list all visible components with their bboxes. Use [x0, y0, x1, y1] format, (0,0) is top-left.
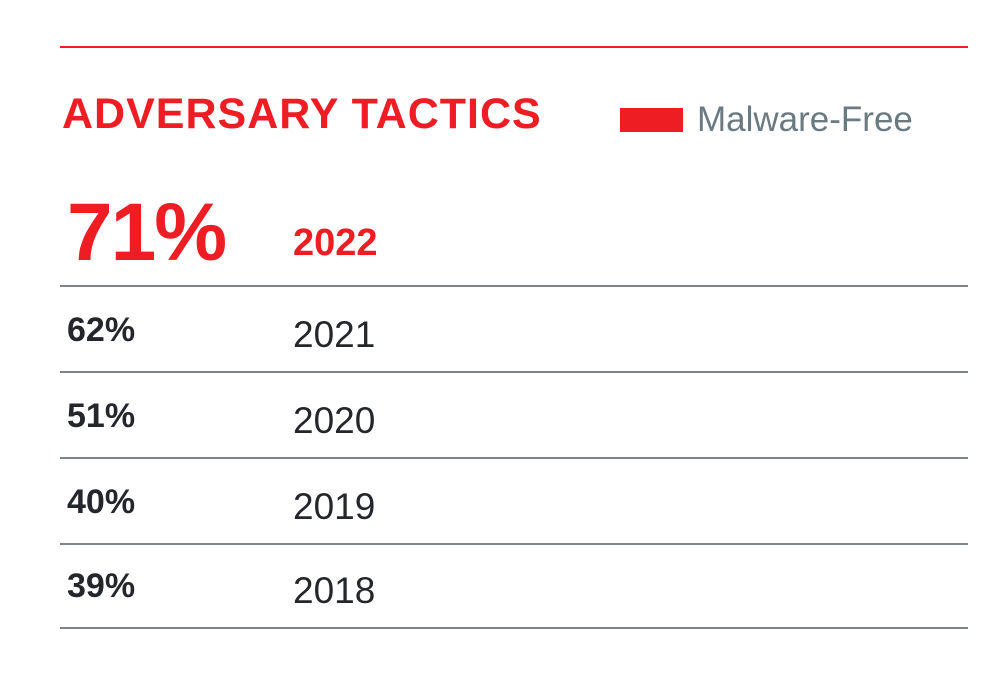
- row-year: 2018: [293, 570, 376, 611]
- table-row: 39% 2018: [60, 544, 968, 629]
- top-rule: [60, 46, 968, 48]
- row-percentage: 62%: [67, 311, 136, 349]
- legend-label-malware-free: Malware-Free: [697, 100, 913, 139]
- row-percentage: 39%: [67, 567, 136, 605]
- table-row: 71% 2022: [60, 186, 968, 287]
- legend: Malware-Free: [620, 98, 913, 142]
- legend-swatch-malware-free: [620, 108, 683, 132]
- row-divider: [60, 285, 968, 287]
- row-divider: [60, 627, 968, 629]
- row-percentage: 40%: [67, 483, 136, 521]
- chart-title: ADVERSARY TACTICS: [62, 90, 542, 138]
- row-divider: [60, 457, 968, 459]
- row-percentage: 71%: [67, 187, 227, 278]
- row-divider: [60, 371, 968, 373]
- row-year: 2022: [293, 222, 378, 264]
- table-row: 51% 2020: [60, 372, 968, 459]
- row-year: 2019: [293, 486, 376, 527]
- row-year: 2020: [293, 400, 376, 441]
- row-divider: [60, 543, 968, 545]
- table-row: 40% 2019: [60, 458, 968, 545]
- table-row: 62% 2021: [60, 286, 968, 373]
- row-percentage: 51%: [67, 397, 136, 435]
- row-year: 2021: [293, 314, 376, 355]
